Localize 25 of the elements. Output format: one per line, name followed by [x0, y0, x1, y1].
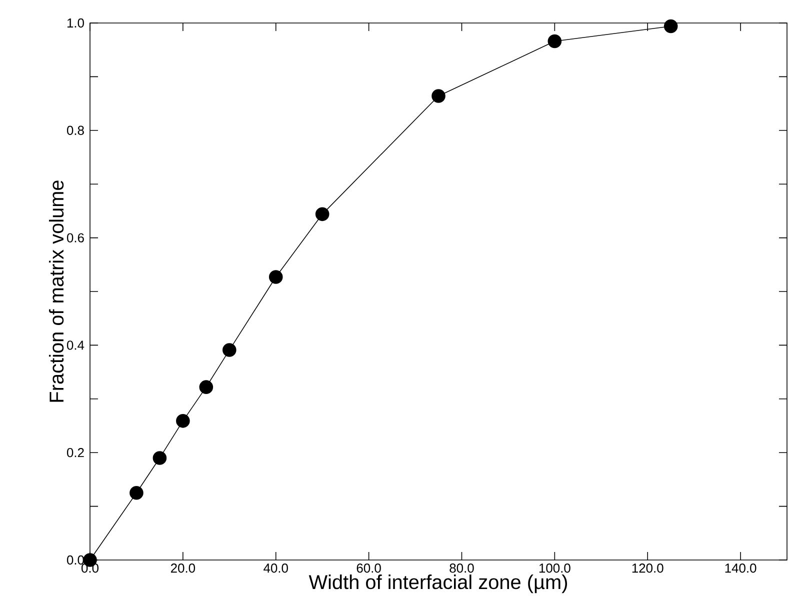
point	[268, 270, 283, 284]
y-tick-label: 0.2	[66, 448, 84, 458]
x-tick-label: 60.0	[356, 564, 381, 573]
point	[199, 380, 214, 394]
y-tick-label: 1.0	[67, 18, 84, 28]
point	[176, 414, 190, 428]
point	[152, 451, 167, 465]
point	[130, 486, 144, 500]
x-axis-title: Width of interfacial zone (µm)	[308, 574, 567, 594]
x-tick-label: 80.0	[450, 564, 474, 573]
y-axis-title: Fraction of matrix volume	[49, 180, 64, 402]
y-tick-label: 0.6	[66, 233, 84, 242]
x-tick-label: 120.0	[632, 564, 664, 573]
point	[664, 19, 678, 34]
x-tick-label: 140.0	[725, 564, 756, 573]
point	[222, 343, 236, 357]
point	[432, 89, 446, 103]
x-tick-label: 100.0	[539, 564, 570, 573]
y-tick-label: 0.4	[66, 340, 84, 350]
x-tick-label: 20.0	[170, 564, 196, 573]
x-tick-label: 40.0	[264, 564, 288, 573]
y-tick-label: 0.0	[66, 555, 84, 565]
point	[548, 34, 562, 48]
y-tick-label: 0.8	[66, 126, 84, 135]
point	[315, 207, 330, 222]
